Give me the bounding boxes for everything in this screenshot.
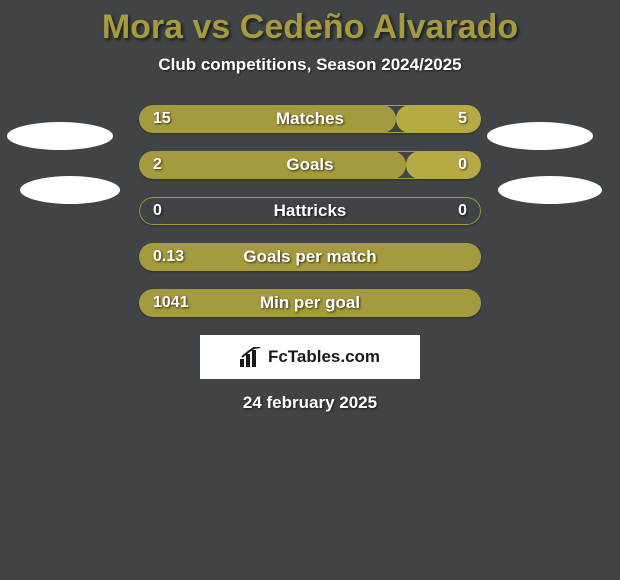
player-ellipse-0 — [7, 122, 113, 150]
page-title: Mora vs Cedeño Alvarado — [0, 0, 620, 47]
brand-box: FcTables.com — [200, 335, 420, 379]
stat-label: Matches — [139, 109, 481, 129]
stat-label: Hattricks — [139, 201, 481, 221]
stat-row-min-per-goal: 1041Min per goal — [139, 289, 481, 317]
brand-label: FcTables.com — [268, 347, 380, 367]
date: 24 february 2025 — [0, 393, 620, 413]
stat-label: Goals per match — [139, 247, 481, 267]
stat-row-hattricks: 00Hattricks — [139, 197, 481, 225]
brand: FcTables.com — [240, 347, 380, 367]
stat-row-goals: 20Goals — [139, 151, 481, 179]
player-ellipse-2 — [487, 122, 593, 150]
bar-chart-icon — [240, 347, 262, 367]
stat-label: Min per goal — [139, 293, 481, 313]
stat-row-goals-per-match: 0.13Goals per match — [139, 243, 481, 271]
subtitle: Club competitions, Season 2024/2025 — [0, 55, 620, 75]
player-ellipse-3 — [498, 176, 602, 204]
stat-row-matches: 155Matches — [139, 105, 481, 133]
player-ellipse-1 — [20, 176, 120, 204]
title-text: Mora vs Cedeño Alvarado — [102, 8, 518, 46]
stat-label: Goals — [139, 155, 481, 175]
